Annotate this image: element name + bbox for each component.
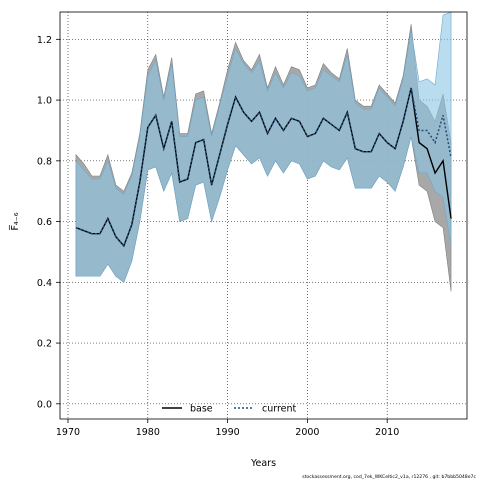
y-tick-label-5: 1.0 — [37, 96, 52, 107]
series-lines — [75, 87, 452, 248]
footer-credit: stockassessment.org, cod_7ek_WKCeltic2_v… — [302, 474, 476, 480]
y-tick-label-2: 0.4 — [37, 278, 52, 289]
y-axis: 0.0 0.2 0.4 0.6 0.8 1.0 1.2 — [37, 35, 60, 410]
confidence-bands — [75, 11, 452, 292]
y-tick-label-0: 0.0 — [37, 399, 52, 410]
y-tick-label-6: 1.2 — [37, 35, 52, 46]
x-axis: 1970 1980 1990 2000 2010 — [56, 419, 399, 438]
plot-frame — [59, 11, 468, 420]
y-axis-label: F̅₄₋₆ — [9, 212, 21, 230]
x-tick-label-2000: 2000 — [295, 427, 319, 438]
legend: base current — [162, 404, 297, 415]
y-tick-label-3: 0.6 — [37, 217, 52, 228]
x-tick-label-1980: 1980 — [136, 427, 160, 438]
x-tick-label-1990: 1990 — [215, 427, 239, 438]
x-tick-label-1970: 1970 — [56, 427, 80, 438]
legend-label-base: base — [190, 404, 213, 415]
x-tick-label-2010: 2010 — [375, 427, 399, 438]
y-tick-label-4: 0.8 — [37, 156, 52, 167]
line-current — [75, 87, 452, 248]
x-axis-label: Years — [250, 458, 276, 469]
legend-label-current: current — [262, 404, 297, 415]
y-tick-label-1: 0.2 — [37, 339, 52, 350]
band-current — [75, 11, 452, 283]
